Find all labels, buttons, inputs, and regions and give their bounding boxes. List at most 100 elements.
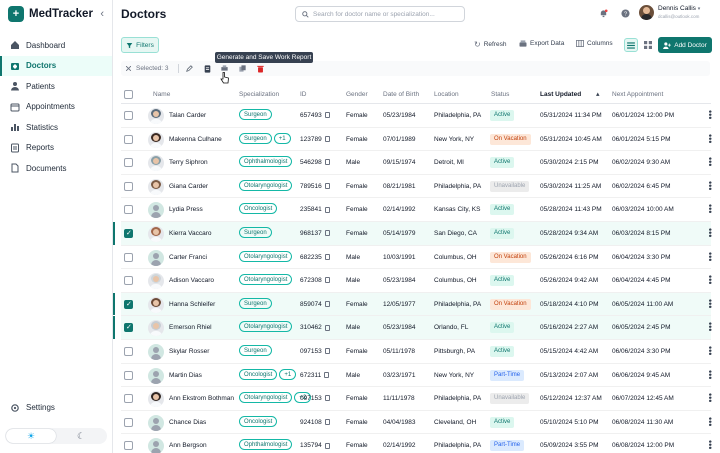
sort-asc-icon[interactable]: ▴ [596, 91, 600, 98]
doctor-name[interactable]: Ann Bergson [169, 442, 207, 450]
doctor-name[interactable]: Terry Siphron [169, 159, 208, 167]
table-row[interactable]: Skylar Rosser Surgeon 097153 Female 05/11/19… [121, 340, 715, 364]
grid-view-button[interactable] [641, 38, 655, 52]
doctor-name[interactable]: Talan Carder [169, 112, 207, 119]
copy-icon[interactable] [324, 112, 330, 119]
sidebar-item-dashboard[interactable]: Dashboard [0, 35, 112, 55]
doctor-name[interactable]: Giana Carder [169, 182, 209, 190]
column-header-last-updated[interactable]: Last Updated [540, 91, 582, 98]
close-icon[interactable] [126, 66, 131, 71]
doctor-name[interactable]: Chance Dias [169, 418, 207, 426]
table-row[interactable]: Carter Franci Otolaryngologist 682235 Male 1… [121, 246, 715, 270]
columns-button[interactable]: Columns [576, 40, 613, 47]
bell-icon[interactable] [599, 9, 608, 18]
copy-icon[interactable] [324, 348, 330, 355]
doctor-name[interactable]: Hanna Schleifer [169, 300, 216, 308]
row-checkbox[interactable] [124, 158, 133, 168]
search-input[interactable] [313, 10, 453, 18]
sidebar-item-doctors[interactable]: Doctors [0, 55, 112, 76]
column-header-status[interactable]: Status [491, 91, 510, 98]
doctor-name[interactable]: Ann Ekstrom Bothman [169, 395, 235, 403]
search-box[interactable] [295, 6, 465, 22]
more-options-icon[interactable]: ••• [705, 298, 715, 309]
table-row[interactable]: Emerson Rhiel Otolaryngologist 310462 Male 0… [113, 316, 715, 340]
row-checkbox[interactable] [124, 228, 133, 238]
column-header-gender[interactable]: Gender [346, 91, 368, 98]
table-row[interactable]: Lydia Press Oncologist 235841 Female 02/14/1… [121, 198, 715, 222]
doctor-name[interactable]: Kierra Vaccaro [169, 229, 212, 237]
doctor-name[interactable]: Martin Dias [169, 371, 202, 379]
sidebar-item-documents[interactable]: Documents [0, 158, 112, 178]
refresh-button[interactable]: ↻ Refresh [474, 40, 506, 49]
row-checkbox[interactable] [124, 394, 133, 404]
list-view-button[interactable] [624, 38, 638, 52]
column-header-id[interactable]: ID [300, 91, 307, 98]
table-row[interactable]: Makenna Culhane Surgeon +1 123789 Female 07/0… [121, 128, 715, 152]
doctor-name[interactable]: Makenna Culhane [169, 135, 222, 143]
user-menu[interactable]: Dennis Callis ▾ dcallis@outlook.com [639, 5, 700, 20]
more-options-icon[interactable]: ••• [705, 180, 715, 191]
copy-icon[interactable] [324, 419, 330, 425]
table-row[interactable]: Ann Ekstrom Bothman Otolaryngologist +2 097… [121, 387, 715, 411]
trash-icon[interactable] [256, 64, 265, 73]
more-options-icon[interactable]: ••• [705, 440, 715, 450]
more-options-icon[interactable]: ••• [705, 275, 715, 285]
export-data-button[interactable]: Export Data [519, 40, 564, 47]
table-row[interactable]: Hanna Schleifer Surgeon 859074 Female 12/05/… [113, 292, 715, 317]
column-header-next-appointment[interactable]: Next Appointment [612, 91, 664, 98]
row-checkbox[interactable] [124, 299, 133, 309]
more-options-icon[interactable]: ••• [705, 157, 715, 167]
copy-icon[interactable] [324, 371, 330, 378]
more-options-icon[interactable]: ••• [705, 416, 715, 427]
more-options-icon[interactable]: ••• [705, 227, 715, 238]
edit-icon[interactable] [185, 64, 194, 73]
more-options-icon[interactable]: ••• [705, 110, 715, 120]
table-row[interactable]: Giana Carder Otolaryngologist 789516 Female… [121, 175, 715, 199]
add-doctor-button[interactable]: Add Doctor [658, 37, 712, 53]
sun-icon[interactable]: ☀ [6, 429, 56, 443]
table-row[interactable]: Chance Dias Oncologist 924108 Female 04/04/1… [121, 411, 715, 435]
copy-icon[interactable] [324, 395, 330, 402]
copy-icon[interactable] [324, 442, 330, 449]
row-checkbox[interactable] [124, 441, 133, 451]
copy-icon[interactable] [324, 253, 330, 260]
more-options-icon[interactable]: ••• [705, 393, 715, 403]
row-checkbox[interactable] [124, 346, 133, 356]
row-checkbox[interactable] [124, 205, 133, 215]
doctor-name[interactable]: Skylar Rosser [169, 347, 210, 355]
row-checkbox[interactable] [124, 417, 133, 427]
copy-icon[interactable] [324, 183, 330, 190]
select-all-checkbox[interactable] [124, 90, 133, 99]
print-icon[interactable] [220, 64, 229, 73]
filters-button[interactable]: Filters [121, 37, 159, 53]
row-checkbox[interactable] [124, 276, 133, 286]
help-icon[interactable]: ? [621, 9, 630, 18]
extra-specialization-badge[interactable]: +1 [273, 132, 291, 144]
copy-icon[interactable] [324, 301, 330, 308]
copy-icon[interactable] [324, 206, 330, 213]
sidebar-item-appointments[interactable]: Appointments [0, 97, 112, 117]
extra-specialization-badge[interactable]: +1 [279, 368, 297, 380]
theme-toggle[interactable]: ☀ ☾ [5, 428, 107, 444]
table-row[interactable]: Kierra Vaccaro Surgeon 968137 Female 05/14/1… [113, 221, 715, 246]
extra-specialization-badge[interactable]: +2 [294, 392, 312, 404]
column-header-dob[interactable]: Date of Birth [383, 91, 420, 98]
copy-icon[interactable] [324, 324, 330, 331]
table-row[interactable]: Talan Carder Surgeon 657493 Female 05/23/198… [121, 104, 715, 128]
row-checkbox[interactable] [124, 370, 133, 380]
more-options-icon[interactable]: ••• [705, 251, 715, 262]
more-options-icon[interactable]: ••• [705, 322, 715, 332]
copy-icon[interactable] [324, 135, 330, 142]
sidebar-item-statistics[interactable]: Statistics [0, 117, 112, 137]
table-row[interactable]: Terry Siphron Ophthalmologist 546298 Male 09… [121, 151, 715, 175]
table-row[interactable]: Ann Bergson Ophthalmologist 135794 Female 02… [121, 434, 715, 453]
table-row[interactable]: Martin Dias Oncologist +1 672311 Male 03/23/1… [121, 364, 715, 388]
collapse-sidebar-icon[interactable]: ‹ [100, 8, 104, 20]
row-checkbox[interactable] [124, 181, 133, 191]
copy-icon[interactable] [324, 230, 330, 237]
sidebar-item-settings[interactable]: Settings [0, 398, 112, 418]
work-report-icon[interactable] [203, 64, 212, 73]
row-checkbox[interactable] [124, 323, 133, 333]
more-options-icon[interactable]: ••• [705, 133, 715, 144]
doctor-name[interactable]: Carter Franci [169, 253, 207, 261]
